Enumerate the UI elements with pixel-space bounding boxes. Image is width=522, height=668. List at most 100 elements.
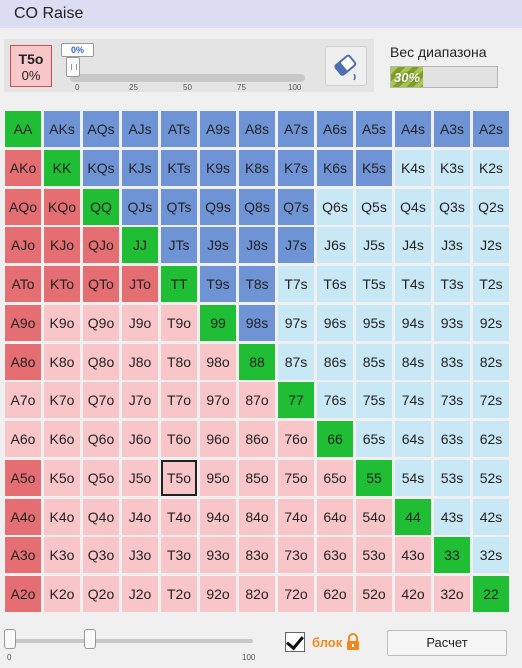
hand-cell-J6o[interactable]: J6o bbox=[122, 421, 158, 457]
hand-cell-T8o[interactable]: T8o bbox=[161, 343, 197, 380]
hand-cell-82s[interactable]: 82s bbox=[473, 343, 509, 380]
hand-cell-95s[interactable]: 95s bbox=[356, 304, 392, 341]
hand-cell-K4o[interactable]: K4o bbox=[44, 498, 80, 535]
hand-cell-J2s[interactable]: J2s bbox=[473, 227, 509, 264]
hand-cell-J6s[interactable]: J6s bbox=[317, 227, 353, 264]
hand-cell-JTo[interactable]: JTo bbox=[122, 266, 158, 302]
hand-cell-KK[interactable]: KK bbox=[44, 149, 80, 186]
frequency-slider-thumb[interactable] bbox=[66, 57, 80, 77]
hand-cell-ATo[interactable]: ATo bbox=[5, 266, 41, 302]
hand-cell-KTs[interactable]: KTs bbox=[161, 149, 197, 186]
hand-cell-AJo[interactable]: AJo bbox=[5, 227, 41, 264]
hand-cell-A8o[interactable]: A8o bbox=[5, 343, 41, 380]
hand-cell-52s[interactable]: 52s bbox=[473, 459, 509, 496]
hand-cell-JJ[interactable]: JJ bbox=[122, 227, 158, 264]
hand-cell-44[interactable]: 44 bbox=[395, 498, 431, 535]
hand-cell-85o[interactable]: 85o bbox=[239, 459, 275, 496]
hand-cell-A9o[interactable]: A9o bbox=[5, 304, 41, 341]
eraser-button[interactable] bbox=[325, 46, 367, 86]
hand-cell-84o[interactable]: 84o bbox=[239, 498, 275, 535]
hand-cell-Q8o[interactable]: Q8o bbox=[83, 343, 119, 380]
hand-cell-A4s[interactable]: A4s bbox=[395, 111, 431, 147]
hand-cell-75s[interactable]: 75s bbox=[356, 382, 392, 419]
range-slider-max-thumb[interactable] bbox=[84, 629, 96, 649]
hand-cell-64s[interactable]: 64s bbox=[395, 421, 431, 457]
hand-cell-97o[interactable]: 97o bbox=[200, 382, 236, 419]
hand-cell-42s[interactable]: 42s bbox=[473, 498, 509, 535]
hand-cell-T2s[interactable]: T2s bbox=[473, 266, 509, 302]
hand-cell-52o[interactable]: 52o bbox=[356, 576, 392, 612]
hand-cell-62s[interactable]: 62s bbox=[473, 421, 509, 457]
range-slider-min-thumb[interactable] bbox=[4, 629, 16, 649]
hand-cell-75o[interactable]: 75o bbox=[278, 459, 314, 496]
hand-cell-63s[interactable]: 63s bbox=[434, 421, 470, 457]
hand-cell-K9s[interactable]: K9s bbox=[200, 149, 236, 186]
lock-label[interactable]: блок bbox=[312, 635, 343, 650]
hand-cell-AQo[interactable]: AQo bbox=[5, 188, 41, 225]
hand-cell-22[interactable]: 22 bbox=[473, 576, 509, 612]
hand-cell-Q9s[interactable]: Q9s bbox=[200, 188, 236, 225]
hand-cell-J5o[interactable]: J5o bbox=[122, 459, 158, 496]
hand-cell-Q3o[interactable]: Q3o bbox=[83, 537, 119, 574]
hand-cell-T4s[interactable]: T4s bbox=[395, 266, 431, 302]
hand-cell-KTo[interactable]: KTo bbox=[44, 266, 80, 302]
hand-cell-65s[interactable]: 65s bbox=[356, 421, 392, 457]
hand-cell-K4s[interactable]: K4s bbox=[395, 149, 431, 186]
hand-cell-A7o[interactable]: A7o bbox=[5, 382, 41, 419]
hand-cell-T3s[interactable]: T3s bbox=[434, 266, 470, 302]
hand-cell-84s[interactable]: 84s bbox=[395, 343, 431, 380]
hand-cell-AJs[interactable]: AJs bbox=[122, 111, 158, 147]
hand-cell-93o[interactable]: 93o bbox=[200, 537, 236, 574]
hand-cell-KJs[interactable]: KJs bbox=[122, 149, 158, 186]
hand-cell-87o[interactable]: 87o bbox=[239, 382, 275, 419]
hand-cell-Q4o[interactable]: Q4o bbox=[83, 498, 119, 535]
hand-cell-76o[interactable]: 76o bbox=[278, 421, 314, 457]
hand-cell-A6o[interactable]: A6o bbox=[5, 421, 41, 457]
hand-cell-66[interactable]: 66 bbox=[317, 421, 353, 457]
hand-cell-Q2s[interactable]: Q2s bbox=[473, 188, 509, 225]
hand-cell-92s[interactable]: 92s bbox=[473, 304, 509, 341]
hand-cell-J7s[interactable]: J7s bbox=[278, 227, 314, 264]
hand-cell-83o[interactable]: 83o bbox=[239, 537, 275, 574]
hand-cell-65o[interactable]: 65o bbox=[317, 459, 353, 496]
hand-cell-54o[interactable]: 54o bbox=[356, 498, 392, 535]
hand-cell-K9o[interactable]: K9o bbox=[44, 304, 80, 341]
hand-cell-T4o[interactable]: T4o bbox=[161, 498, 197, 535]
hand-cell-77[interactable]: 77 bbox=[278, 382, 314, 419]
hand-cell-K7s[interactable]: K7s bbox=[278, 149, 314, 186]
hand-cell-T8s[interactable]: T8s bbox=[239, 266, 275, 302]
hand-cell-Q3s[interactable]: Q3s bbox=[434, 188, 470, 225]
hand-cell-93s[interactable]: 93s bbox=[434, 304, 470, 341]
hand-cell-K7o[interactable]: K7o bbox=[44, 382, 80, 419]
hand-cell-T2o[interactable]: T2o bbox=[161, 576, 197, 612]
hand-cell-K6o[interactable]: K6o bbox=[44, 421, 80, 457]
hand-cell-32o[interactable]: 32o bbox=[434, 576, 470, 612]
hand-cell-A6s[interactable]: A6s bbox=[317, 111, 353, 147]
hand-cell-86o[interactable]: 86o bbox=[239, 421, 275, 457]
hand-cell-83s[interactable]: 83s bbox=[434, 343, 470, 380]
hand-cell-QJo[interactable]: QJo bbox=[83, 227, 119, 264]
hand-cell-Q6s[interactable]: Q6s bbox=[317, 188, 353, 225]
hand-cell-74s[interactable]: 74s bbox=[395, 382, 431, 419]
hand-cell-T7o[interactable]: T7o bbox=[161, 382, 197, 419]
hand-cell-Q5o[interactable]: Q5o bbox=[83, 459, 119, 496]
hand-cell-99[interactable]: 99 bbox=[200, 304, 236, 341]
hand-cell-T5o[interactable]: T5o bbox=[161, 459, 197, 496]
hand-cell-T6o[interactable]: T6o bbox=[161, 421, 197, 457]
hand-cell-64o[interactable]: 64o bbox=[317, 498, 353, 535]
hand-cell-85s[interactable]: 85s bbox=[356, 343, 392, 380]
hand-cell-AQs[interactable]: AQs bbox=[83, 111, 119, 147]
hand-cell-JTs[interactable]: JTs bbox=[161, 227, 197, 264]
hand-cell-K8o[interactable]: K8o bbox=[44, 343, 80, 380]
hand-cell-ATs[interactable]: ATs bbox=[161, 111, 197, 147]
hand-cell-AA[interactable]: AA bbox=[5, 111, 41, 147]
hand-cell-43o[interactable]: 43o bbox=[395, 537, 431, 574]
hand-cell-33[interactable]: 33 bbox=[434, 537, 470, 574]
hand-cell-Q2o[interactable]: Q2o bbox=[83, 576, 119, 612]
hand-cell-42o[interactable]: 42o bbox=[395, 576, 431, 612]
range-slider-track[interactable] bbox=[10, 639, 253, 643]
hand-cell-86s[interactable]: 86s bbox=[317, 343, 353, 380]
hand-cell-A3o[interactable]: A3o bbox=[5, 537, 41, 574]
hand-cell-76s[interactable]: 76s bbox=[317, 382, 353, 419]
hand-cell-43s[interactable]: 43s bbox=[434, 498, 470, 535]
